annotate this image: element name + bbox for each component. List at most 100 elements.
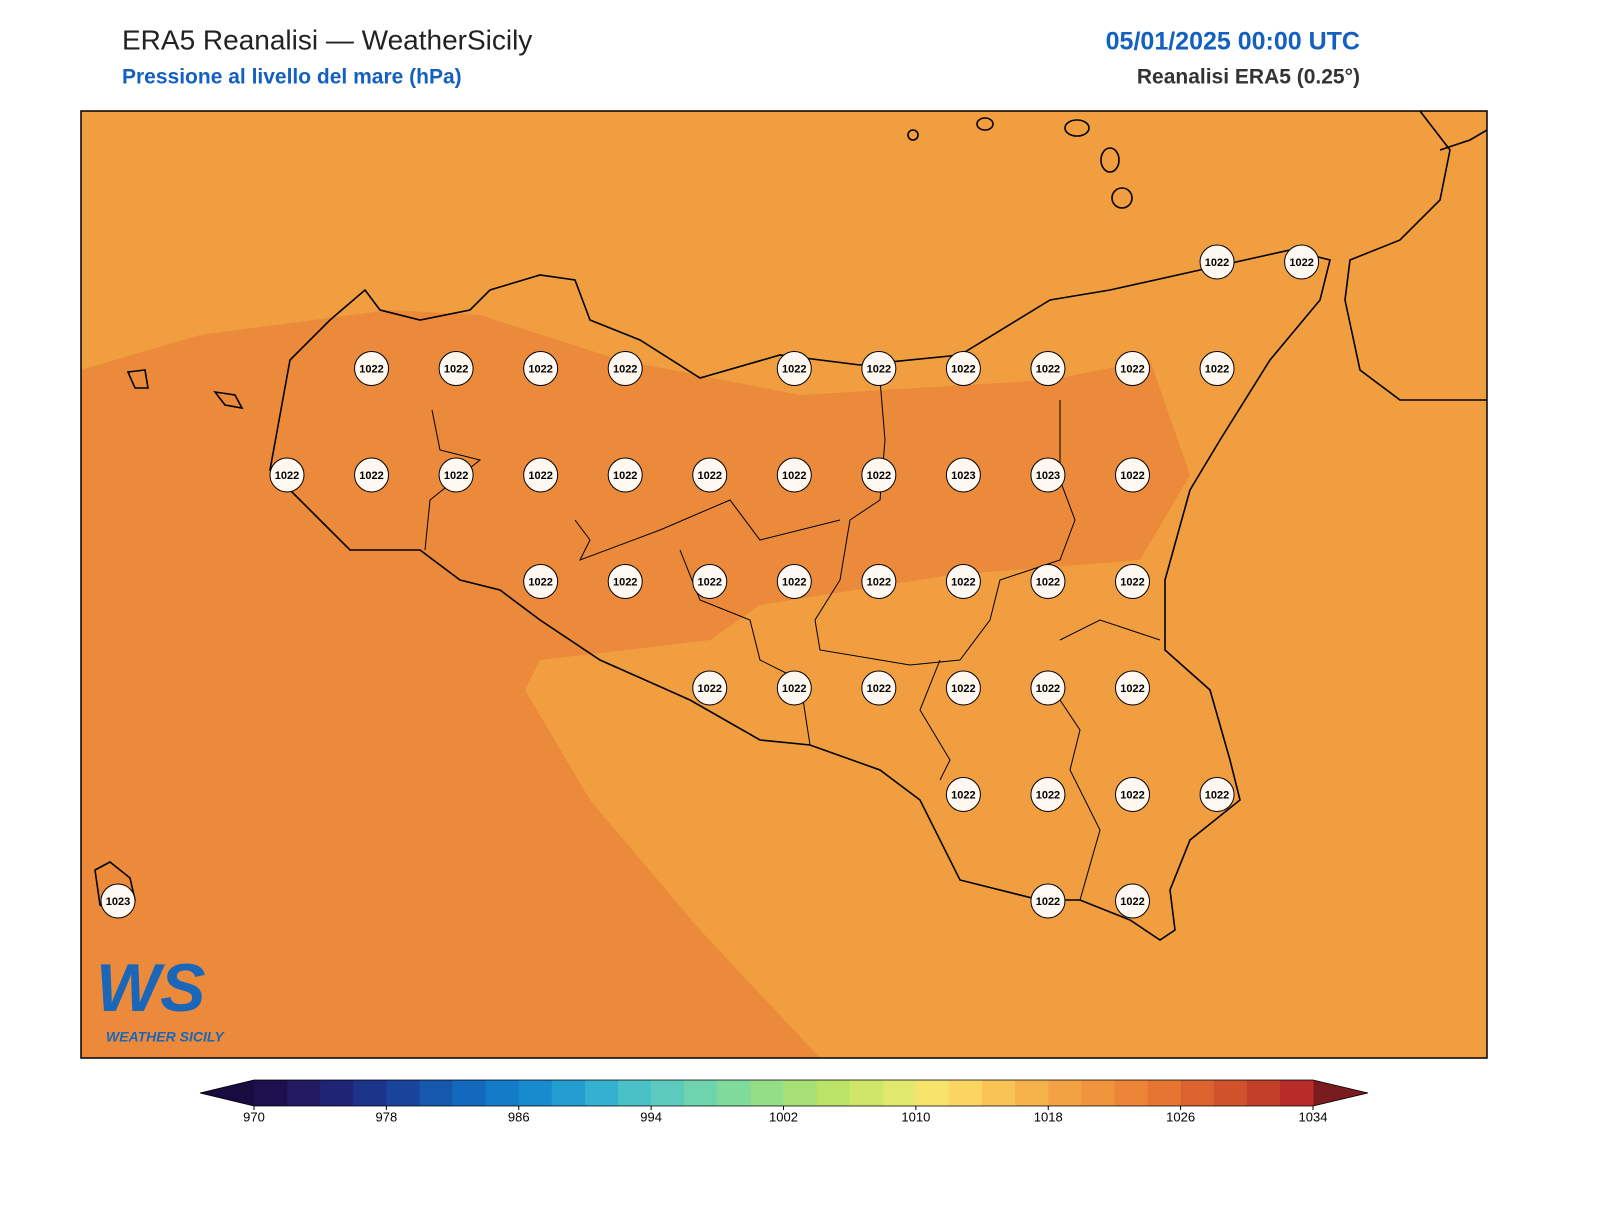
pressure-label: 1022: [867, 683, 891, 695]
pressure-label: 1022: [1205, 257, 1229, 269]
colorbar-band: [452, 1080, 487, 1106]
label-marker: [354, 351, 390, 386]
colorbar-tick-label: 1026: [1166, 1109, 1195, 1124]
label-marker: [1030, 564, 1066, 599]
colorbar-over: [1313, 1080, 1368, 1106]
label-marker: [607, 351, 643, 386]
colorbar-band: [1015, 1080, 1049, 1106]
colorbar-band: [816, 1080, 851, 1106]
colorbar-tick-label: 978: [376, 1109, 398, 1124]
label-marker: [776, 351, 812, 386]
logo-text: WEATHER SICILY: [106, 1029, 225, 1045]
pressure-label: 1022: [951, 683, 975, 695]
colorbar-band: [254, 1080, 288, 1106]
pressure-label: 1022: [528, 470, 552, 482]
pressure-label: 1022: [275, 470, 299, 482]
pressure-label: 1022: [613, 363, 637, 375]
colorbar-band: [386, 1080, 420, 1106]
pressure-label: 1022: [782, 363, 806, 375]
pressure-label: 1022: [1289, 257, 1313, 269]
label-marker: [607, 564, 643, 599]
colorbar-band: [684, 1080, 718, 1106]
label-marker: [692, 457, 728, 493]
subtitle: Pressione al livello del mare (hPa): [122, 66, 462, 89]
pressure-label: 1022: [528, 576, 552, 588]
pressure-label: 1022: [528, 363, 552, 375]
datetime: 05/01/2025 00:00 UTC: [1106, 28, 1360, 56]
colorbar-band: [882, 1080, 917, 1106]
pressure-label: 1022: [867, 363, 891, 375]
colorbar: 970 978 986 994 1002 1010 1018 1026 1034: [199, 1079, 1369, 1124]
label-marker: [1115, 351, 1150, 386]
colorbar-band: [320, 1080, 354, 1106]
pressure-label: 1022: [782, 470, 806, 482]
pressure-label: 1022: [951, 789, 975, 801]
label-marker: [438, 457, 474, 493]
pressure-label: 1022: [951, 576, 975, 588]
station-labels: 1022 1022 1022 1022 1022 1022 1022 1022 1022 1022…: [100, 244, 1320, 919]
coastlines: [94, 110, 1488, 941]
pressure-label: 1022: [1036, 683, 1060, 695]
colorbar-band: [1279, 1080, 1314, 1106]
pressure-label: 1022: [782, 683, 806, 695]
label-marker: [1199, 244, 1235, 280]
pressure-label: 1022: [867, 576, 891, 588]
colorbar-band: [353, 1080, 387, 1106]
colorbar-band: [982, 1080, 1016, 1106]
label-marker: [438, 351, 474, 386]
colorbar-tick-label: 1034: [1299, 1109, 1328, 1124]
pressure-label: 1022: [1120, 363, 1144, 375]
label-marker: [861, 457, 897, 493]
label-marker: [861, 351, 897, 386]
label-marker: [1115, 564, 1150, 599]
pressure-label: 1023: [106, 896, 130, 908]
label-marker: [1284, 244, 1320, 280]
label-marker: [1030, 457, 1066, 493]
colorbar-band: [915, 1080, 950, 1106]
pressure-label: 1022: [1036, 896, 1060, 908]
colorbar-band: [1180, 1080, 1215, 1106]
label-marker: [1030, 777, 1066, 812]
label-marker: [945, 777, 981, 812]
pressure-label: 1022: [1036, 363, 1060, 375]
label-marker: [523, 457, 559, 493]
label-marker: [1115, 883, 1150, 919]
colorbar-band: [584, 1080, 619, 1106]
pressure-label: 1022: [1036, 576, 1060, 588]
pressure-label: 1022: [698, 683, 722, 695]
colorbar-band: [717, 1080, 751, 1106]
pressure-label: 1022: [1205, 363, 1229, 375]
colorbar-band: [287, 1080, 321, 1106]
colorbar-tick-label: 994: [640, 1109, 662, 1124]
pressure-label: 1022: [867, 470, 891, 482]
logo: WS WEATHER SICILY: [96, 950, 225, 1045]
pressure-label: 1022: [1120, 896, 1144, 908]
colorbar-band: [485, 1080, 520, 1106]
label-marker: [1030, 883, 1066, 919]
title: ERA5 Reanalisi — WeatherSicily: [122, 24, 532, 55]
colorbar-band: [948, 1080, 983, 1106]
field-high: [81, 310, 1190, 1058]
colorbar-tick-label: 1010: [901, 1109, 930, 1124]
label-marker: [945, 457, 981, 493]
pressure-label: 1023: [951, 470, 975, 482]
label-marker: [1115, 777, 1150, 812]
label-marker: [861, 670, 897, 706]
label-marker: [945, 670, 981, 706]
colorbar-tick-label: 970: [243, 1109, 265, 1124]
colorbar-band: [651, 1080, 685, 1106]
label-marker: [269, 457, 305, 493]
pressure-label: 1022: [613, 576, 637, 588]
colorbar-band: [750, 1080, 784, 1106]
pressure-label: 1023: [1036, 470, 1060, 482]
colorbar-band: [1213, 1080, 1248, 1106]
label-marker: [1199, 777, 1235, 812]
source: Reanalisi ERA5 (0.25°): [1137, 66, 1360, 89]
pressure-label: 1022: [1120, 683, 1144, 695]
label-marker: [776, 457, 812, 493]
pressure-label: 1022: [1120, 789, 1144, 801]
pressure-label: 1022: [613, 470, 637, 482]
pressure-label: 1022: [1120, 470, 1144, 482]
colorbar-band: [618, 1080, 652, 1106]
